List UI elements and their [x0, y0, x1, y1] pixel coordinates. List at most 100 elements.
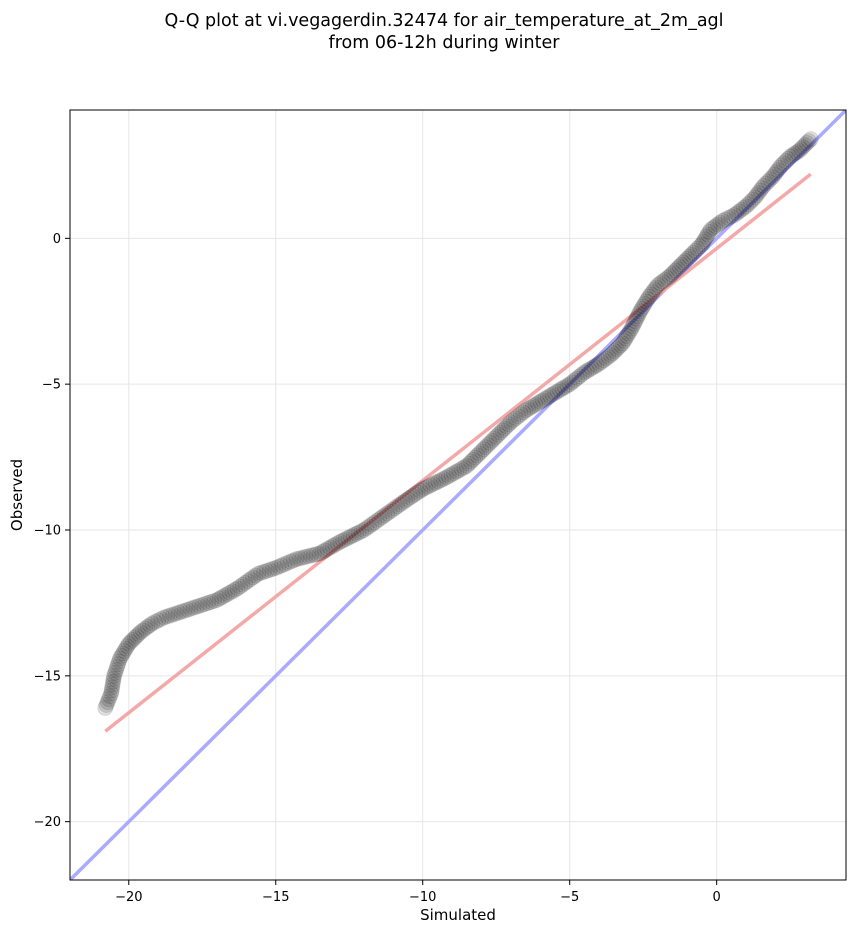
- quantile-point: [632, 303, 649, 320]
- x-tick-label: −5: [560, 890, 579, 905]
- quantile-point: [327, 536, 344, 553]
- fit-line: [104, 172, 812, 733]
- y-tick-label: −10: [34, 524, 61, 539]
- quantile-point: [623, 320, 640, 337]
- quantile-point: [771, 159, 788, 176]
- quantile-point: [376, 507, 393, 524]
- x-axis-label: Simulated: [420, 906, 496, 924]
- quantile-point: [624, 318, 641, 335]
- quantile-point: [425, 475, 442, 492]
- quantile-point: [219, 586, 236, 603]
- quantile-point: [253, 564, 270, 581]
- quantile-point: [311, 545, 328, 562]
- x-tick-label: −10: [409, 890, 436, 905]
- quantile-point: [303, 547, 320, 564]
- quantile-point: [551, 382, 568, 398]
- quantile-point: [170, 604, 187, 621]
- quantile-point: [285, 552, 302, 569]
- quantile-point: [467, 449, 484, 466]
- quantile-point: [617, 330, 634, 347]
- quantile-point: [264, 560, 281, 577]
- quantile-point: [342, 528, 359, 545]
- quantile-point: [111, 650, 128, 667]
- quantile-point: [161, 607, 178, 624]
- quantile-point: [760, 173, 777, 190]
- quantile-point: [559, 377, 576, 394]
- quantile-point: [784, 147, 801, 164]
- quantile-point: [98, 697, 115, 713]
- quantile-point: [494, 422, 511, 439]
- quantile-point: [282, 553, 299, 570]
- quantile-point: [701, 224, 718, 241]
- quantile-point: [753, 180, 770, 197]
- quantile-point: [469, 447, 486, 464]
- quantile-point: [101, 688, 118, 705]
- quantile-point: [620, 325, 637, 342]
- quantile-point: [221, 584, 238, 601]
- quantile-point: [712, 214, 729, 231]
- quantile-point: [185, 599, 202, 616]
- x-axis-ticks: −20 −15 −10 −5 0: [115, 880, 721, 905]
- quantile-point: [119, 638, 136, 655]
- quantile-point: [502, 414, 519, 431]
- quantile-point: [782, 148, 799, 165]
- quantile-point: [598, 350, 615, 367]
- quantile-point: [752, 182, 769, 199]
- quantile-point: [194, 596, 211, 613]
- quantile-point: [564, 374, 581, 391]
- quantile-point: [97, 699, 114, 716]
- quantile-point: [137, 620, 154, 637]
- quantile-point: [453, 460, 470, 477]
- quantile-point: [348, 525, 365, 542]
- quantile-point: [229, 580, 246, 597]
- quantile-point: [517, 402, 534, 419]
- quantile-point: [206, 592, 223, 609]
- quantile-point: [159, 608, 175, 625]
- quantile-point: [203, 593, 220, 610]
- quantile-point: [642, 286, 659, 303]
- quantile-point: [608, 341, 625, 358]
- x-tick-label: 0: [713, 890, 721, 905]
- quantile-point: [554, 380, 571, 397]
- quantile-point: [340, 529, 357, 546]
- quantile-point: [500, 416, 517, 433]
- quantile-point: [460, 455, 477, 472]
- quantile-point: [386, 500, 403, 517]
- quantile-point: [114, 645, 131, 662]
- quantile-point: [610, 339, 627, 356]
- quantile-points: [97, 131, 819, 716]
- quantile-point: [512, 406, 529, 423]
- quantile-point: [463, 453, 480, 470]
- quantile-point: [695, 233, 712, 250]
- quantile-point: [379, 505, 396, 522]
- quantile-point: [440, 468, 457, 485]
- quantile-point: [305, 546, 322, 563]
- quantile-point: [324, 538, 341, 555]
- quantile-point: [581, 361, 598, 378]
- quantile-point: [576, 364, 593, 381]
- quantile-point: [448, 463, 465, 480]
- quantile-point: [438, 469, 455, 486]
- x-tick-label: −20: [115, 890, 142, 905]
- quantile-point: [507, 410, 524, 427]
- quantile-point: [709, 216, 726, 233]
- quantile-point: [394, 494, 411, 511]
- quantile-point: [757, 175, 774, 192]
- quantile-point: [798, 135, 815, 152]
- quantile-point: [350, 524, 367, 541]
- quantile-point: [693, 236, 710, 253]
- quantile-point: [332, 533, 349, 550]
- quantile-point: [414, 481, 431, 498]
- quantile-point: [788, 144, 805, 161]
- quantile-point: [602, 347, 619, 363]
- quantile-point: [456, 459, 473, 476]
- quantile-point: [373, 509, 390, 526]
- quantile-point: [639, 291, 656, 308]
- quantile-point: [384, 501, 401, 518]
- quantile-point: [139, 618, 156, 635]
- quantile-point: [698, 228, 715, 245]
- quantile-point: [242, 571, 259, 588]
- quantile-point: [707, 218, 724, 235]
- quantile-point: [578, 363, 595, 380]
- quantile-point: [276, 556, 293, 573]
